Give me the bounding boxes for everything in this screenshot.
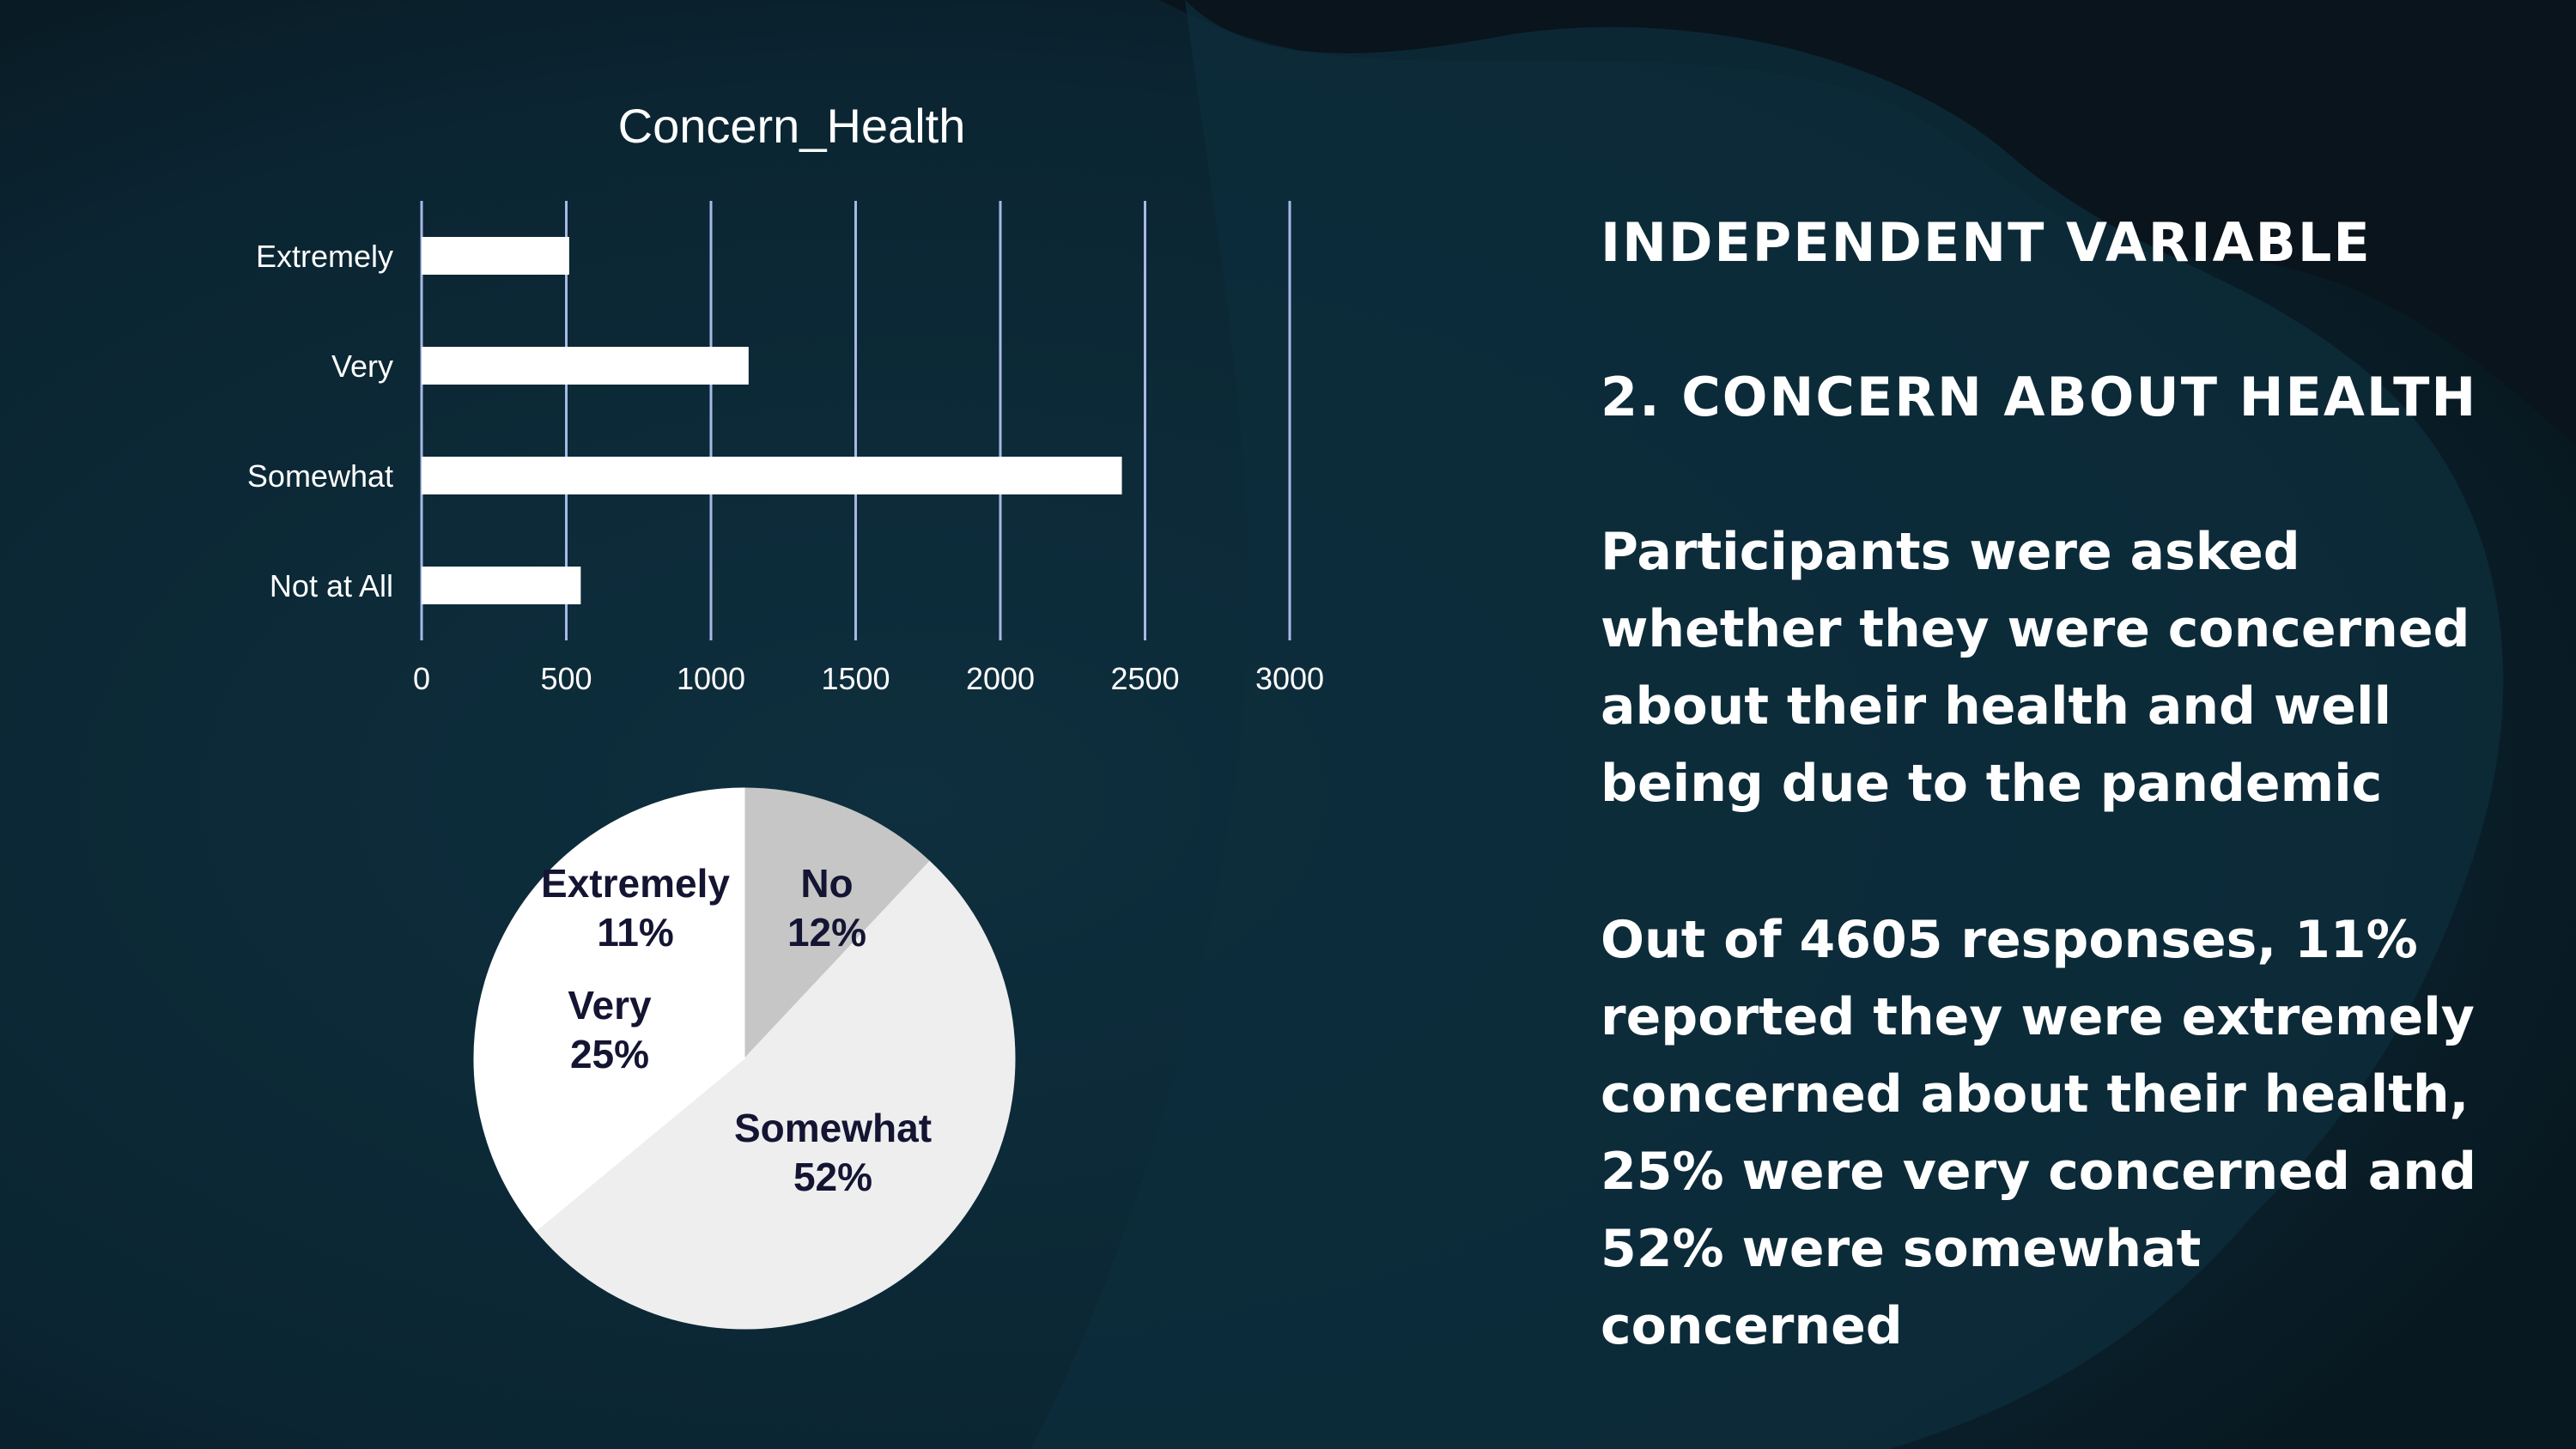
blob-shape (1030, 0, 2504, 1449)
pie-slice-label: No (800, 861, 853, 906)
bar-chart: Concern_Health Extremely Very Somewhat Not … (247, 99, 1324, 696)
pie-slice-extremely (571, 787, 745, 1060)
dark-corner-shape (1159, 0, 2576, 446)
bar-very (422, 347, 749, 385)
pie-slice-percent: 12% (787, 910, 866, 955)
bar-somewhat (422, 457, 1122, 494)
pie-slice-label: Extremely (541, 861, 730, 906)
pie-slice-percent: 52% (793, 1155, 872, 1199)
x-tick-label: 500 (540, 661, 592, 696)
category-label: Extremely (256, 239, 393, 274)
category-label: Somewhat (247, 458, 393, 494)
pie-slice-label: Somewhat (734, 1106, 932, 1150)
slide-subheading: 2. CONCERN ABOUT HEALTH (1601, 366, 2478, 428)
x-tick-label: 1000 (677, 661, 745, 696)
bar-not-at-all (422, 567, 581, 604)
category-label: Not at All (270, 568, 393, 603)
pie-slice-label: Very (568, 983, 652, 1028)
results-paragraph: Out of 4605 responses, 11% reported they… (1601, 910, 2476, 1356)
x-tick-label: 2500 (1110, 661, 1179, 696)
bar-extremely (422, 237, 569, 275)
slide-heading: INDEPENDENT VARIABLE (1601, 211, 2372, 274)
pie-slice-percent: 25% (570, 1032, 649, 1076)
pie-slice-somewhat (535, 860, 1016, 1330)
x-tick-label: 0 (413, 661, 430, 696)
bar-chart-title: Concern_Health (618, 99, 966, 153)
pie-slice-no (744, 787, 931, 1060)
x-tick-label: 1500 (821, 661, 890, 696)
x-tick-label: 3000 (1255, 661, 1324, 696)
x-tick-label: 2000 (966, 661, 1035, 696)
category-label: Very (331, 349, 393, 384)
pie-slice-percent: 11% (597, 910, 674, 955)
description-paragraph: Participants were asked whether they wer… (1601, 522, 2470, 814)
pie-slice-very (473, 849, 745, 1232)
